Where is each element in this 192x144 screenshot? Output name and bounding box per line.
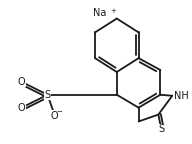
- Text: O: O: [18, 103, 26, 113]
- Text: −: −: [56, 109, 62, 115]
- Text: Na: Na: [93, 8, 106, 18]
- Text: O: O: [51, 111, 58, 121]
- Text: +: +: [110, 8, 116, 14]
- Text: NH: NH: [174, 91, 189, 101]
- Text: S: S: [45, 90, 50, 100]
- Text: S: S: [158, 124, 164, 134]
- Text: O: O: [18, 77, 26, 87]
